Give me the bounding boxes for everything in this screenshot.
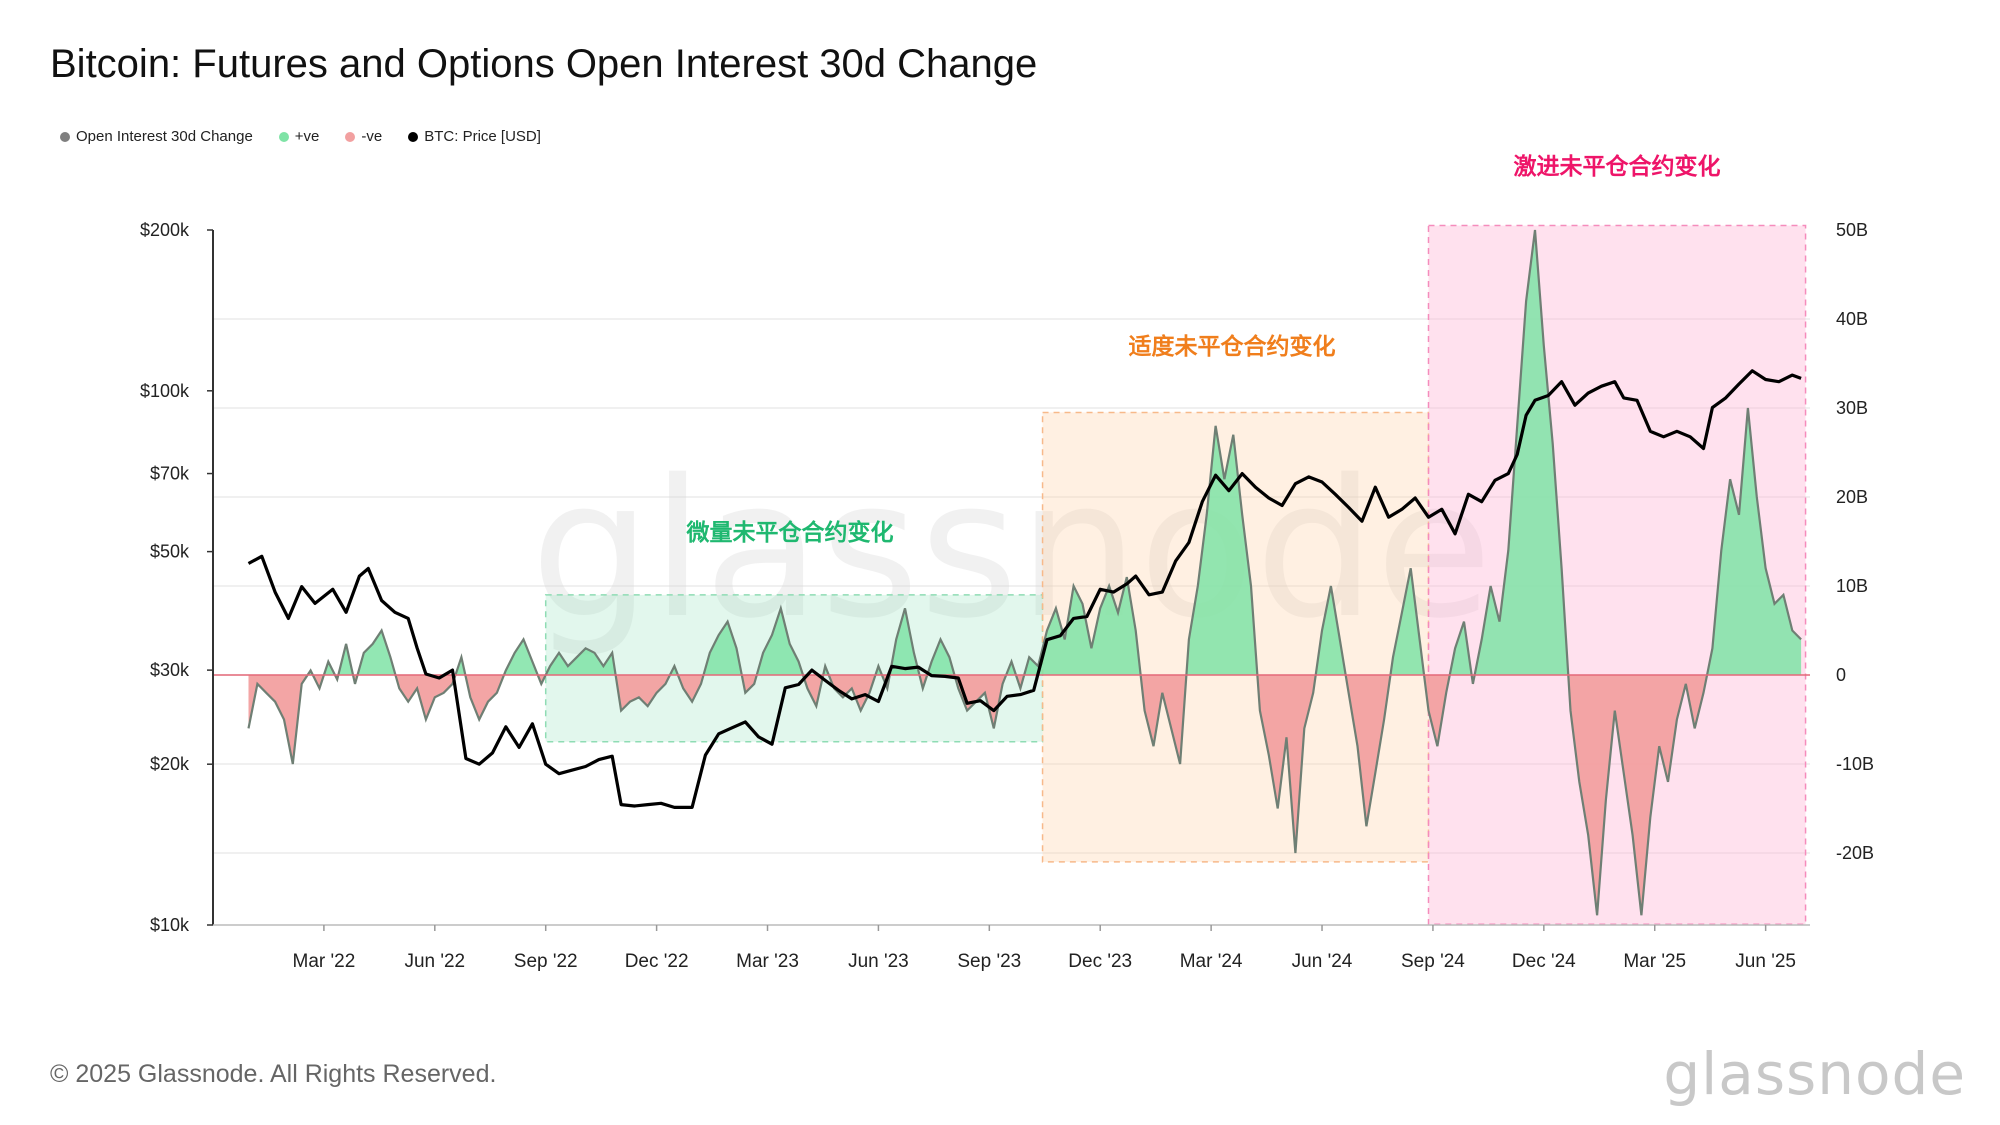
legend-item-positive[interactable]: +ve	[278, 128, 320, 145]
x-tick-label: Jun '23	[848, 951, 909, 972]
legend-label: +ve	[294, 128, 320, 145]
legend-label: BTC: Price [USD]	[424, 128, 541, 145]
x-tick-label: Mar '25	[1623, 951, 1686, 972]
left-tick-label: $50k	[150, 542, 190, 562]
left-tick-label: $30k	[150, 660, 190, 680]
legend-dot-icon	[60, 131, 70, 142]
x-tick-label: Sep '22	[514, 951, 578, 972]
right-tick-label: -20B	[1836, 843, 1874, 863]
left-tick-label: $100k	[140, 381, 190, 401]
x-tick-label: Jun '25	[1735, 951, 1796, 972]
oi-negative-area	[248, 675, 1802, 916]
copyright-footer: © 2025 Glassnode. All Rights Reserved.	[50, 1060, 497, 1088]
right-tick-label: -10B	[1836, 754, 1874, 774]
legend-item-negative[interactable]: -ve	[345, 128, 382, 145]
x-tick-label: Jun '24	[1292, 951, 1353, 972]
legend-item-btc-price[interactable]: BTC: Price [USD]	[408, 128, 541, 145]
oi-change-line	[247, 229, 1802, 916]
x-tick-label: Mar '23	[736, 951, 799, 972]
left-tick-label: $200k	[140, 220, 190, 240]
legend: Open Interest 30d Change +ve -ve BTC: Pr…	[60, 128, 541, 145]
right-tick-label: 50B	[1836, 220, 1868, 240]
left-tick-label: $10k	[150, 915, 190, 935]
legend-item-oi-change[interactable]: Open Interest 30d Change	[60, 128, 253, 145]
left-tick-label: $70k	[150, 464, 190, 484]
left-tick-label: $20k	[150, 754, 190, 774]
x-tick-label: Sep '23	[957, 951, 1021, 972]
x-tick-label: Dec '23	[1068, 951, 1132, 972]
x-tick-label: Mar '24	[1180, 951, 1243, 972]
legend-dot-icon	[278, 131, 289, 142]
legend-dot-icon	[408, 131, 419, 142]
region-label-2: 适度未平仓合约变化	[1129, 333, 1336, 360]
btc-price-line	[247, 369, 1802, 809]
right-tick-label: 0	[1836, 665, 1846, 685]
region-label-1: 微量未平仓合约变化	[686, 519, 894, 546]
legend-label: Open Interest 30d Change	[76, 128, 253, 145]
legend-dot-icon	[345, 131, 356, 142]
chart-title: Bitcoin: Futures and Options Open Intere…	[50, 42, 1038, 86]
x-tick-label: Dec '24	[1512, 951, 1576, 972]
x-tick-label: Sep '24	[1401, 951, 1465, 972]
x-tick-label: Mar '22	[293, 951, 356, 972]
region-label-3: 激进未平仓合约变化	[1514, 153, 1721, 180]
right-tick-label: 40B	[1836, 309, 1868, 329]
legend-label: -ve	[361, 128, 383, 145]
glassnode-logo: glassnode	[1663, 1040, 1966, 1108]
right-tick-label: 10B	[1836, 576, 1868, 596]
x-tick-label: Dec '22	[625, 951, 689, 972]
right-tick-label: 30B	[1836, 398, 1868, 418]
right-tick-label: 20B	[1836, 487, 1868, 507]
x-tick-label: Jun '22	[404, 951, 465, 972]
